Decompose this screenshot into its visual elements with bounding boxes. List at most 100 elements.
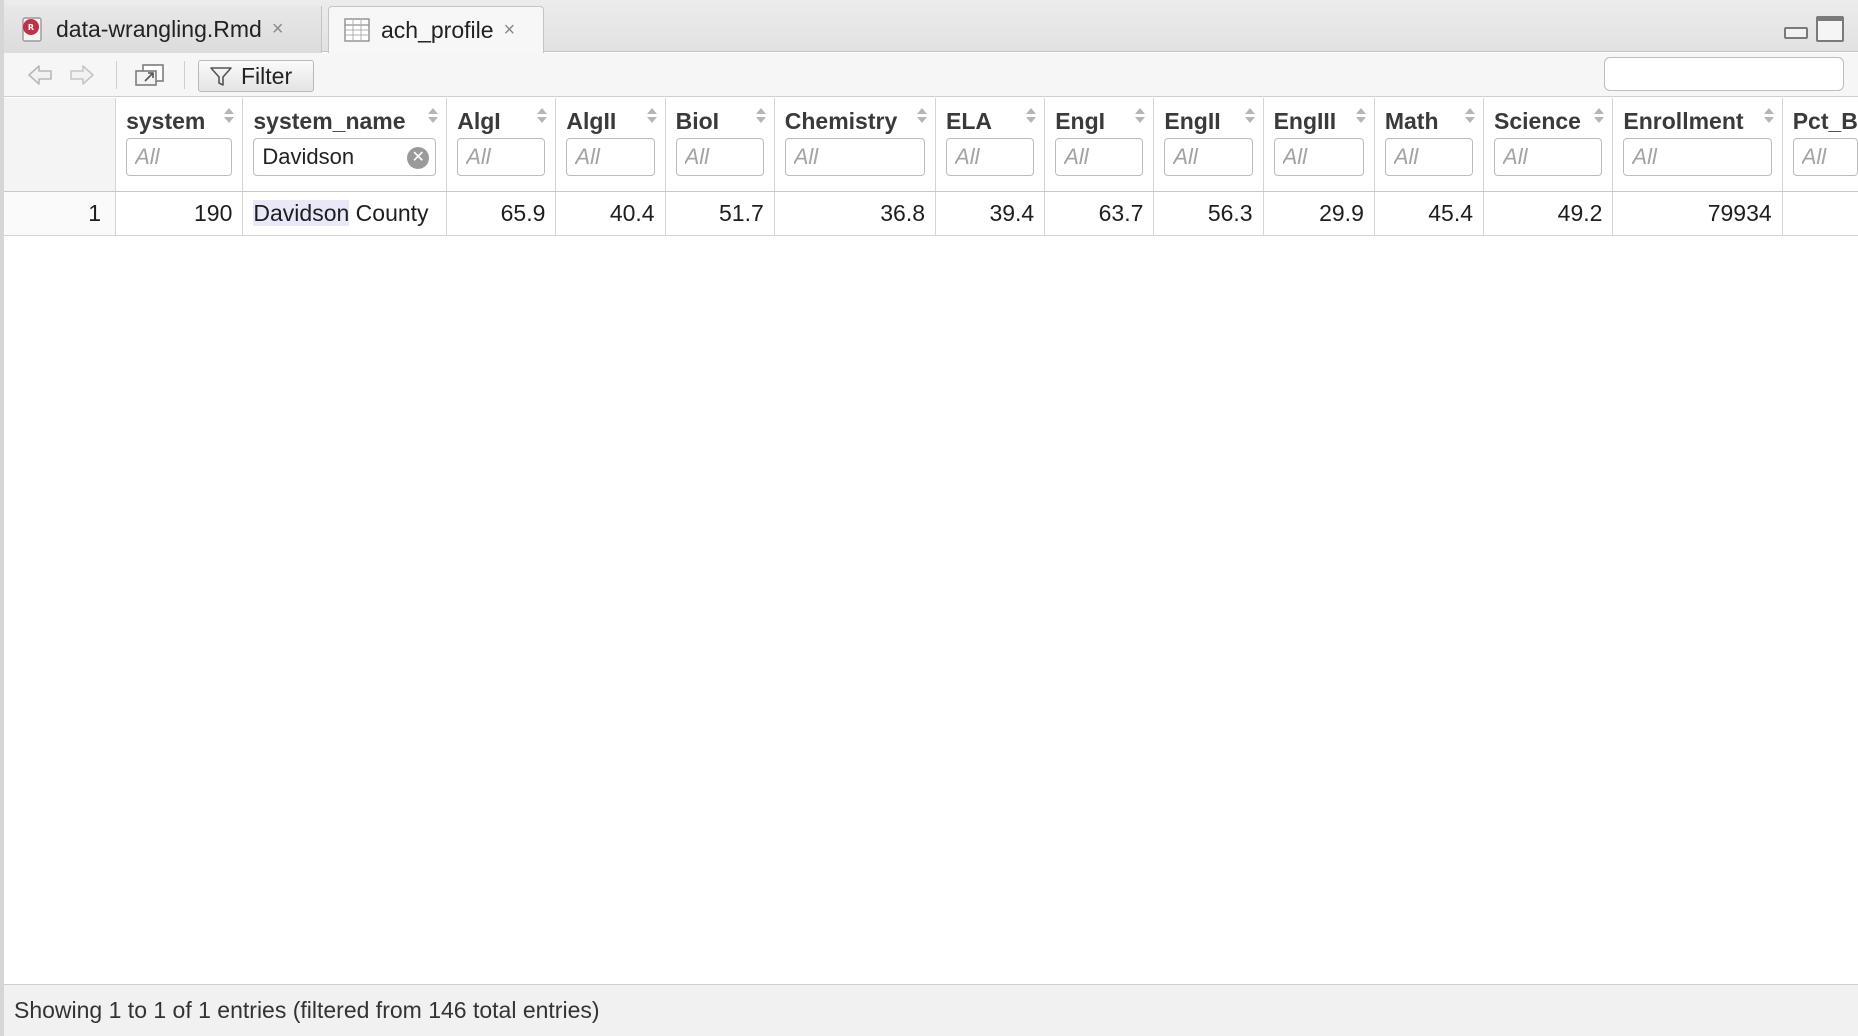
- column-filter-input[interactable]: [1056, 140, 1143, 174]
- column-filter-box[interactable]: [1494, 138, 1603, 176]
- column-header-engii[interactable]: EngII: [1153, 98, 1264, 192]
- table-cell: 79934: [1612, 191, 1783, 236]
- column-filter-box[interactable]: [784, 138, 926, 176]
- table-icon: [344, 18, 370, 42]
- column-label: BioI: [675, 108, 720, 134]
- table-cell: 29.9: [1263, 191, 1375, 236]
- table-cell: 36.8: [774, 191, 937, 236]
- column-header-chemistry[interactable]: Chemistry: [774, 98, 937, 192]
- sort-arrows-icon[interactable]: [537, 106, 548, 126]
- sort-arrows-icon[interactable]: [224, 106, 235, 126]
- column-header-ela[interactable]: ELA: [935, 98, 1046, 192]
- window-controls: [1782, 16, 1844, 44]
- column-filter-box[interactable]: [946, 138, 1035, 176]
- sort-arrows-icon[interactable]: [1594, 106, 1605, 126]
- column-filter-input[interactable]: [1495, 140, 1602, 174]
- forward-button[interactable]: [66, 59, 98, 91]
- data-grid: system system_name✕ AlgI AlgII BioI Chem…: [4, 98, 1858, 236]
- column-filter-input[interactable]: [567, 140, 654, 174]
- tab-data-wrangling-rmd[interactable]: R data-wrangling.Rmd ×: [4, 6, 322, 53]
- table-cell: 40.4: [555, 191, 666, 236]
- column-filter-box[interactable]: [1273, 138, 1364, 176]
- column-filter-input[interactable]: [458, 140, 545, 174]
- column-filter-input[interactable]: [1165, 140, 1252, 174]
- sort-arrows-icon[interactable]: [1763, 106, 1774, 126]
- column-header-pct-b[interactable]: Pct_B: [1782, 98, 1858, 192]
- column-filter-input[interactable]: [1274, 140, 1363, 174]
- tab-label: data-wrangling.Rmd: [56, 16, 262, 42]
- column-label: Math: [1384, 108, 1439, 134]
- column-filter-input[interactable]: [1624, 140, 1771, 174]
- close-icon[interactable]: ×: [503, 18, 516, 41]
- filter-button[interactable]: Filter: [198, 60, 314, 92]
- column-header-algi[interactable]: AlgI: [446, 98, 557, 192]
- column-filter-input[interactable]: [947, 140, 1034, 174]
- column-filter-box[interactable]: [1164, 138, 1253, 176]
- data-table: system system_name✕ AlgI AlgII BioI Chem…: [4, 98, 1858, 236]
- sort-arrows-icon[interactable]: [1465, 106, 1476, 126]
- table-cell: 65.9: [446, 191, 557, 236]
- sort-arrows-icon[interactable]: [755, 106, 766, 126]
- column-filter-box[interactable]: [566, 138, 655, 176]
- column-header-science[interactable]: Science: [1483, 98, 1614, 192]
- column-filter-input[interactable]: [676, 140, 763, 174]
- sort-arrows-icon[interactable]: [1135, 106, 1146, 126]
- column-header-math[interactable]: Math: [1374, 98, 1485, 192]
- column-header-engiii[interactable]: EngIII: [1263, 98, 1375, 192]
- column-filter-box[interactable]: [1055, 138, 1144, 176]
- clear-filter-icon[interactable]: ✕: [407, 147, 430, 169]
- column-label: AlgI: [457, 108, 501, 134]
- column-filter-box[interactable]: [1384, 138, 1474, 176]
- column-filter-box[interactable]: ✕: [253, 138, 437, 176]
- column-filter-input[interactable]: [785, 140, 925, 174]
- tab-ach-profile[interactable]: ach_profile ×: [328, 6, 544, 53]
- arrow-right-icon: [70, 65, 94, 85]
- column-filter-box[interactable]: [1792, 138, 1858, 176]
- table-cell: 49.2: [1483, 191, 1614, 236]
- column-header-system-name[interactable]: system_name✕: [242, 98, 448, 192]
- column-header-enrollment[interactable]: Enrollment: [1612, 98, 1783, 192]
- column-header-system[interactable]: system: [115, 98, 244, 192]
- maximize-icon[interactable]: [1816, 16, 1844, 42]
- column-header-algii[interactable]: AlgII: [555, 98, 666, 192]
- table-row: 1 190 Davidson County 65.9 40.4 51.7 36.…: [4, 191, 1858, 236]
- toolbar-separator: [184, 61, 185, 89]
- row-number-header: [4, 98, 117, 192]
- column-filter-input[interactable]: [1793, 140, 1857, 174]
- close-icon[interactable]: ×: [271, 18, 284, 40]
- sort-arrows-icon[interactable]: [428, 106, 439, 126]
- sort-arrows-icon[interactable]: [1026, 106, 1037, 126]
- entries-summary: Showing 1 to 1 of 1 entries (filtered fr…: [14, 997, 600, 1023]
- search-box[interactable]: [1604, 57, 1858, 91]
- column-label: AlgII: [566, 108, 617, 134]
- sort-arrows-icon[interactable]: [646, 106, 657, 126]
- sort-arrows-icon[interactable]: [1244, 106, 1255, 126]
- filter-label: Filter: [241, 62, 293, 89]
- popout-window-icon: [135, 64, 164, 86]
- column-filter-input[interactable]: [1385, 140, 1473, 174]
- table-cell: 63.7: [1044, 191, 1155, 236]
- table-cell: 51.7: [665, 191, 775, 236]
- table-cell: [1782, 191, 1858, 236]
- sort-arrows-icon[interactable]: [1355, 106, 1366, 126]
- toolbar: Filter: [4, 53, 1858, 97]
- column-header-bioi[interactable]: BioI: [665, 98, 775, 192]
- column-filter-box[interactable]: [675, 138, 764, 176]
- column-label: system: [126, 108, 206, 134]
- column-label: EngIII: [1273, 108, 1337, 134]
- column-filter-box[interactable]: [457, 138, 546, 176]
- search-input[interactable]: [1615, 60, 1858, 88]
- back-button[interactable]: [24, 59, 56, 91]
- column-filter-input[interactable]: [254, 140, 436, 174]
- sort-arrows-icon[interactable]: [917, 106, 928, 126]
- row-number-cell: 1: [4, 191, 117, 236]
- column-filter-box[interactable]: [1623, 138, 1772, 176]
- minimize-icon[interactable]: [1782, 16, 1808, 42]
- column-header-engi[interactable]: EngI: [1044, 98, 1155, 192]
- table-cell: 39.4: [935, 191, 1046, 236]
- popout-button[interactable]: [132, 59, 168, 91]
- column-label: Science: [1494, 108, 1581, 134]
- tab-bar: R data-wrangling.Rmd × ach_profile ×: [4, 0, 1858, 53]
- column-filter-input[interactable]: [127, 140, 232, 174]
- column-filter-box[interactable]: [126, 138, 233, 176]
